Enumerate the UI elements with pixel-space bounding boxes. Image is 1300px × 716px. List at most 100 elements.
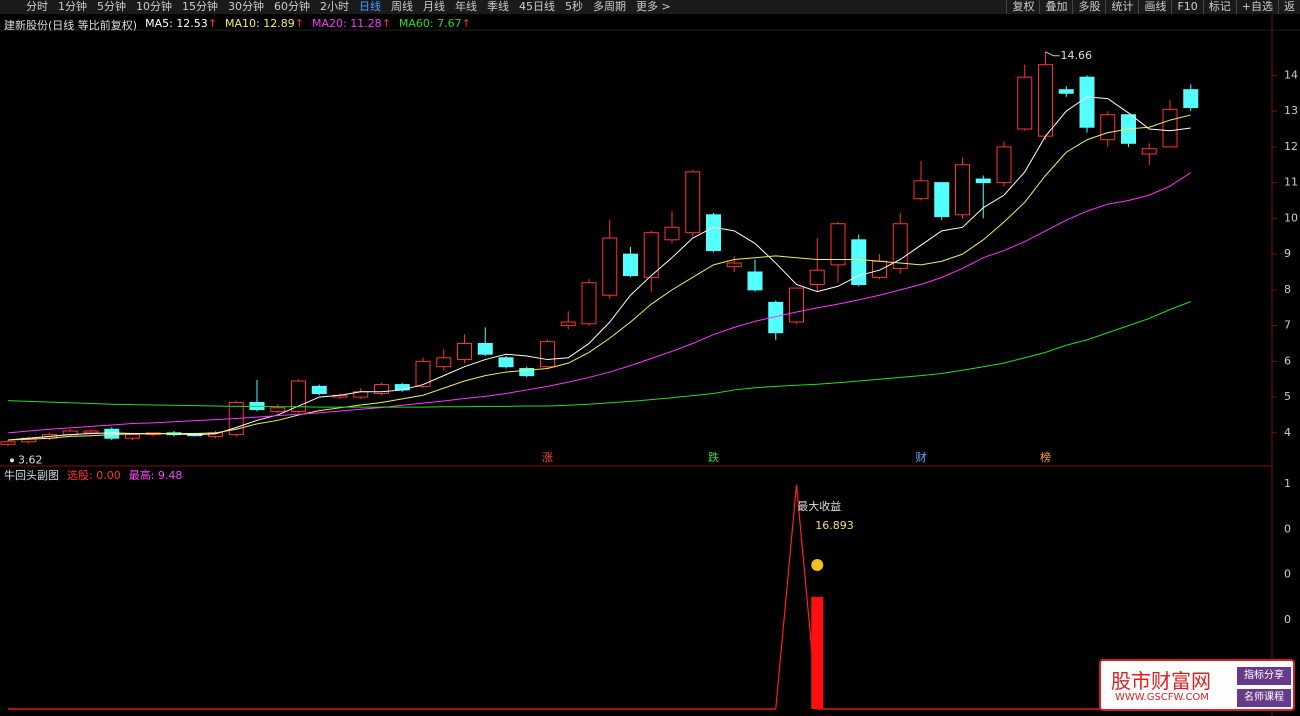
y-tick-label: 5 — [1284, 390, 1291, 403]
up-arrow: ↑ — [294, 17, 304, 30]
wm-url: WWW.GSCFW.COM — [1115, 692, 1209, 703]
candle-body — [270, 407, 286, 412]
period-tab[interactable]: 周线 — [391, 0, 413, 13]
sub-item: 选股: 0.00 — [67, 469, 121, 482]
ma-legend: MA60: 7.67↑ — [398, 17, 471, 30]
ma-legend: MA10: 12.89↑ — [225, 17, 304, 30]
candle-body — [560, 321, 576, 327]
period-tab[interactable]: 5秒 — [565, 0, 583, 13]
signal-marker: 跌 — [708, 450, 719, 464]
y-axis-label: 0 — [1284, 522, 1291, 535]
candle-body — [789, 287, 804, 323]
tool-button[interactable]: F10 — [1171, 0, 1202, 14]
low-label: 3.62 — [18, 453, 43, 466]
y-tick-label: 13 — [1284, 104, 1298, 117]
candle-body — [996, 146, 1012, 184]
candle-body — [125, 434, 140, 439]
up-arrow: ↑ — [461, 17, 471, 30]
ma-line — [7, 301, 1191, 408]
tool-button[interactable]: 标记 — [1202, 0, 1236, 14]
candle-body — [1038, 64, 1053, 137]
period-tab[interactable]: 5分钟 — [97, 0, 126, 13]
sub-title: 牛回头副图 — [4, 469, 59, 482]
candle-body — [581, 282, 597, 325]
tool-button[interactable]: +自选 — [1235, 0, 1278, 14]
annotation-value: 16.893 — [815, 519, 854, 532]
candle-body — [872, 260, 887, 278]
period-tab[interactable]: 45日线 — [519, 0, 555, 13]
high-label: 14.66 — [1061, 49, 1093, 62]
period-tab[interactable]: 1分钟 — [58, 0, 87, 13]
y-axis-label: 0 — [1284, 613, 1291, 626]
toolbar: 分时 1分钟 5分钟 10分钟 15分钟 30分钟 60分钟 2小时 日线 周线 月线 年线 季线 45日… — [0, 0, 1300, 14]
period-tab[interactable]: 60分钟 — [274, 0, 310, 13]
period-tab[interactable]: 月线 — [423, 0, 445, 13]
ma-value: 11.28 — [350, 17, 382, 30]
period-tab[interactable]: 日线 — [359, 0, 381, 13]
candle-body — [415, 360, 431, 387]
ma-name: MA10 — [225, 17, 257, 30]
tool-button[interactable]: 叠加 — [1039, 0, 1072, 14]
y-tick-label: 8 — [1284, 283, 1291, 296]
candle-body — [623, 253, 638, 277]
candle-body — [1017, 76, 1033, 130]
period-tab[interactable]: 2小时 — [320, 0, 349, 13]
period-tab[interactable]: 多周期 — [593, 0, 626, 13]
ma-legend: MA20: 11.28↑ — [311, 17, 391, 30]
signal-marker: 涨 — [542, 451, 553, 464]
candle-body — [1183, 89, 1199, 109]
candle-body — [830, 223, 846, 266]
tool-button[interactable]: 复权 — [1006, 0, 1039, 14]
candle-body — [1058, 89, 1074, 94]
candle-body — [0, 441, 16, 445]
sub-header: 牛回头副图 选股: 0.00 最高: 9.48 — [4, 467, 182, 483]
period-bar: 分时 1分钟 5分钟 10分钟 15分钟 30分钟 60分钟 2小时 日线 周线 月线 年线 季线 45日… — [0, 0, 1006, 14]
candle-body — [477, 342, 493, 355]
y-tick-label: 11 — [1284, 176, 1298, 189]
y-axis-label: 1 — [1284, 477, 1291, 490]
period-tab[interactable]: 年线 — [455, 0, 477, 13]
ma-value: 7.67 — [437, 17, 462, 30]
tool-button[interactable]: 返 — [1278, 0, 1300, 14]
ma-value: 12.89 — [263, 17, 295, 30]
candle-body — [1162, 108, 1178, 148]
item-value: 9.48 — [157, 469, 183, 482]
wm-name: 股市财富网 — [1111, 669, 1211, 693]
period-tab[interactable]: 15分钟 — [182, 0, 218, 13]
ma-line — [7, 96, 1191, 441]
item-name: 选股 — [67, 469, 89, 482]
period-tab[interactable]: 更多 > — [636, 0, 671, 13]
smiley — [811, 559, 824, 571]
candle-body — [809, 269, 825, 285]
tool-button[interactable]: 画线 — [1138, 0, 1171, 14]
ma-legend: MA5: 12.53↑ — [145, 17, 218, 30]
period-tab[interactable]: 季线 — [487, 0, 509, 13]
ma-name: MA5 — [145, 17, 170, 30]
tool-button[interactable]: 多股 — [1072, 0, 1105, 14]
y-tick-label: 12 — [1284, 140, 1298, 153]
period-tab[interactable]: 30分钟 — [228, 0, 264, 13]
tool-button[interactable]: 统计 — [1105, 0, 1138, 14]
candle-body — [747, 271, 763, 291]
candle-body — [1079, 76, 1095, 128]
candle-body — [726, 262, 742, 268]
low-dot — [10, 458, 14, 463]
y-tick-label: 6 — [1284, 354, 1291, 367]
signal-bar — [811, 596, 824, 709]
candle-body — [851, 239, 867, 285]
period-tab[interactable]: 分时 — [26, 0, 48, 13]
candle-body — [664, 226, 680, 241]
sub-item: 最高: 9.48 — [128, 469, 183, 482]
y-tick-label: 9 — [1284, 247, 1291, 260]
candle-body — [540, 341, 555, 368]
item-value: 0.00 — [96, 469, 121, 482]
y-tick-label: 4 — [1284, 426, 1291, 439]
wm-tag: 名师课程 — [1237, 689, 1291, 707]
candle-body — [706, 214, 721, 252]
candle-body — [975, 178, 991, 184]
ma-line — [7, 114, 1191, 441]
signal-marker: 榜 — [1040, 450, 1051, 464]
period-tab[interactable]: 10分钟 — [136, 0, 172, 13]
candle-body — [519, 367, 535, 377]
